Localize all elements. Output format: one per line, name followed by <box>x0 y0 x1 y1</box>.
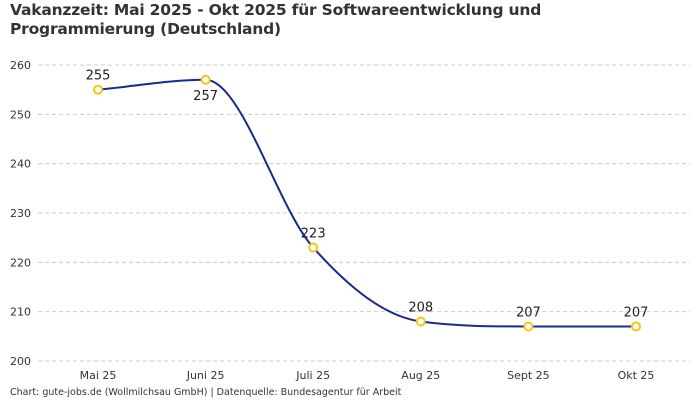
y-tick-label: 240 <box>10 158 31 171</box>
x-tick-label: Aug 25 <box>401 369 440 382</box>
x-tick-label: Sept 25 <box>507 369 550 382</box>
chart-title: Vakanzzeit: Mai 2025 - Okt 2025 für Soft… <box>10 1 542 38</box>
data-point <box>523 321 534 332</box>
x-tick-label: Juli 25 <box>295 369 330 382</box>
x-tick-label: Okt 25 <box>618 369 655 382</box>
data-point <box>200 74 211 85</box>
y-tick-label: 220 <box>10 256 31 269</box>
data-point <box>415 316 426 327</box>
data-point <box>308 242 319 253</box>
data-label: 208 <box>408 301 433 316</box>
series-line <box>97 78 636 328</box>
x-tick-label: Mai 25 <box>80 369 117 382</box>
y-tick-label: 260 <box>10 59 31 72</box>
data-label: 207 <box>516 305 541 320</box>
chart-footer-source: Chart: gute-jobs.de (Wollmilchsau GmbH) … <box>10 387 402 398</box>
y-tick-label: 250 <box>10 108 31 121</box>
y-tick-label: 230 <box>10 207 31 220</box>
data-point <box>631 321 641 332</box>
data-point <box>93 84 103 95</box>
data-label: 257 <box>193 89 218 104</box>
data-label: 223 <box>301 227 326 242</box>
data-label: 255 <box>86 69 111 84</box>
y-tick-label: 210 <box>10 306 31 319</box>
data-label: 207 <box>624 305 649 320</box>
y-tick-label: 200 <box>10 355 31 368</box>
x-tick-label: Juni 25 <box>186 369 225 382</box>
